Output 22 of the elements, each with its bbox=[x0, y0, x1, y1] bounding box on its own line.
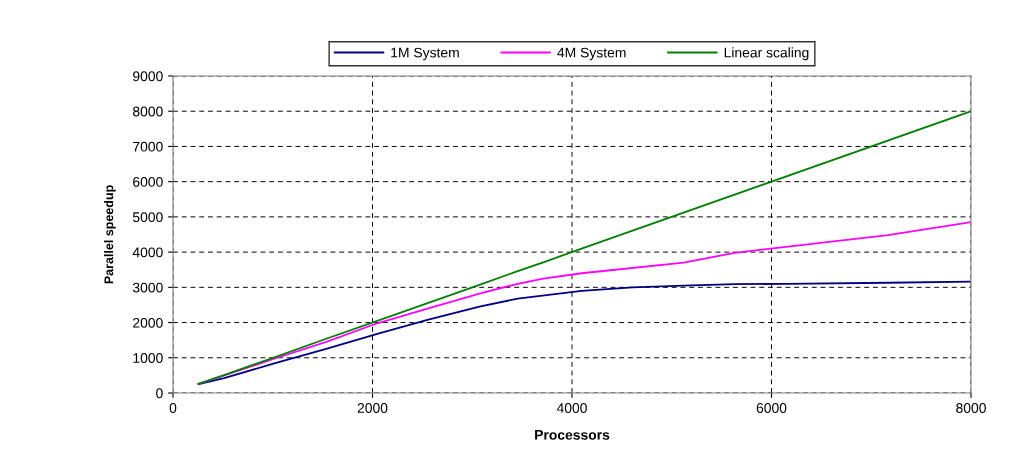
y-tick-label: 4000 bbox=[132, 247, 163, 258]
x-tick-label: 4000 bbox=[556, 403, 587, 413]
line-series bbox=[197, 110, 971, 385]
y-tick-label: 8000 bbox=[132, 106, 163, 117]
y-tick-label: 5000 bbox=[132, 212, 163, 223]
y-tick-label: 2000 bbox=[133, 317, 163, 328]
y-tick-label: 3000 bbox=[132, 282, 163, 293]
y-axis-title: Parallel speedup bbox=[104, 185, 116, 284]
y-tick-label: 6000 bbox=[133, 177, 163, 187]
y-tick-label: 9000 bbox=[133, 71, 163, 82]
legend-label: Linear scaling bbox=[724, 47, 809, 61]
x-axis-title: Processors bbox=[535, 430, 610, 440]
x-tick-label: 2000 bbox=[357, 403, 388, 413]
x-tick-label: 8000 bbox=[956, 403, 986, 413]
y-tick-label: 0 bbox=[156, 388, 163, 399]
x-tick-label: 6000 bbox=[756, 403, 787, 413]
x-tick-label: 0 bbox=[169, 403, 177, 413]
legend-label: 1M System bbox=[391, 47, 459, 61]
y-tick-label: 1000 bbox=[133, 353, 163, 363]
y-tick-label: 7000 bbox=[133, 141, 163, 152]
line-series bbox=[197, 280, 971, 386]
legend-label: 4M System bbox=[557, 47, 626, 61]
